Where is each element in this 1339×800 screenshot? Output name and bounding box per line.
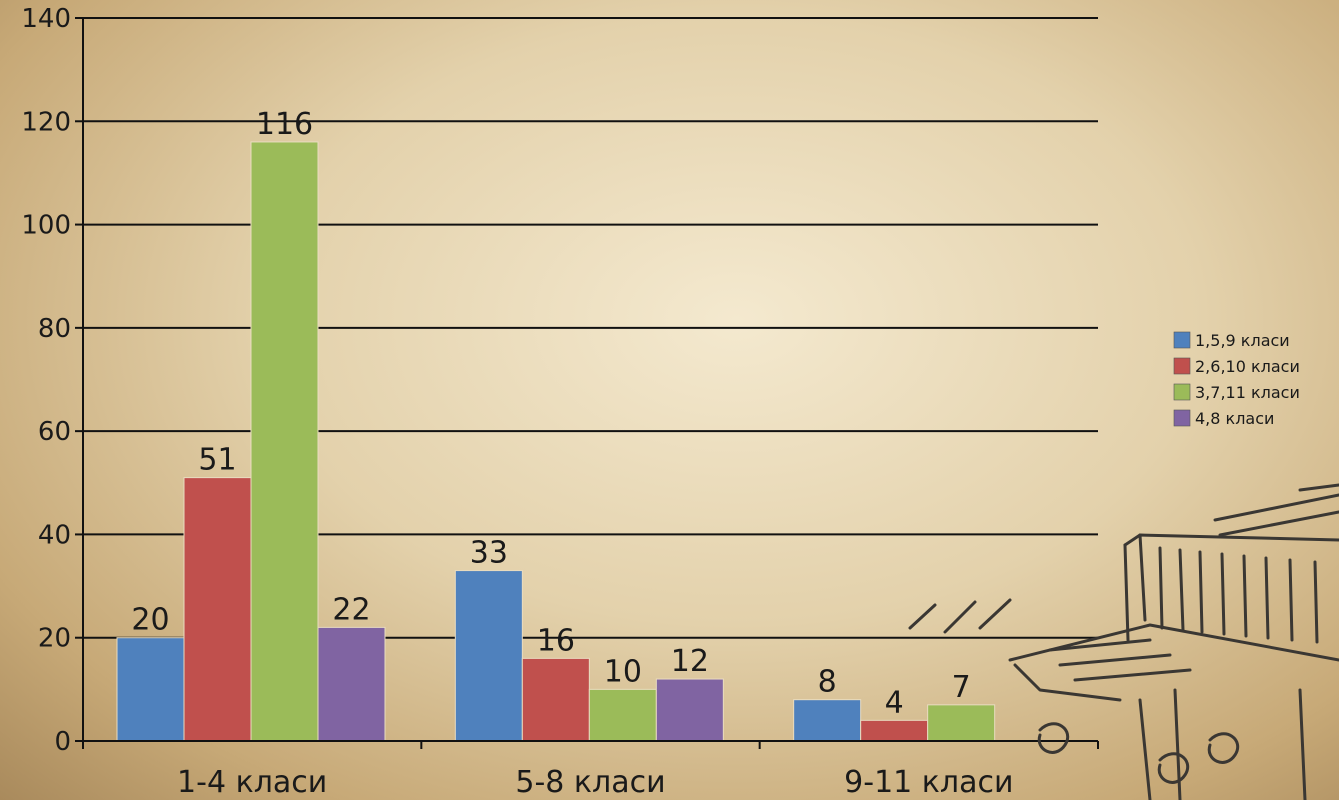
y-tick-label: 40 <box>38 520 71 550</box>
bar <box>250 141 319 742</box>
legend-label: 1,5,9 класи <box>1195 331 1290 350</box>
legend-label: 3,7,11 класи <box>1195 383 1300 402</box>
x-tick-label: 5-8 класи <box>515 765 665 800</box>
y-tick-label: 0 <box>54 727 71 757</box>
y-tick-label: 100 <box>21 211 71 241</box>
y-tick-label: 60 <box>38 417 71 447</box>
y-tick-label: 20 <box>38 624 71 654</box>
data-label: 33 <box>470 536 508 571</box>
data-label: 116 <box>256 107 313 142</box>
bar <box>521 657 590 742</box>
legend-swatch <box>1173 383 1191 401</box>
bars <box>116 141 996 742</box>
legend: 1,5,9 класи 2,6,10 класи 3,7,11 класи 4,8 к… <box>1173 331 1300 428</box>
legend-swatch <box>1173 409 1191 427</box>
data-label: 16 <box>537 623 575 658</box>
legend-swatch <box>1173 357 1191 375</box>
bar <box>860 719 929 742</box>
bar <box>454 570 523 742</box>
bar <box>927 704 996 742</box>
legend-label: 2,6,10 класи <box>1195 357 1300 376</box>
bar <box>183 477 252 742</box>
data-label: 8 <box>818 665 837 700</box>
sketch-illustration <box>908 483 1339 800</box>
bar <box>317 626 386 742</box>
y-tick-label: 80 <box>38 314 71 344</box>
legend-label: 4,8 класи <box>1195 409 1274 428</box>
bar <box>588 688 657 742</box>
y-tick-label: 140 <box>21 4 71 34</box>
legend-swatch <box>1173 331 1191 349</box>
y-tick-label: 120 <box>21 107 71 137</box>
x-tick-label: 1-4 класи <box>177 765 327 800</box>
data-label: 20 <box>131 603 169 638</box>
bar <box>116 637 185 742</box>
data-label: 22 <box>332 592 370 627</box>
x-axis: 1-4 класи 5-8 класи 9-11 класи <box>82 740 1099 800</box>
data-labels: 20 33 8 51 16 4 116 10 7 22 12 <box>131 107 970 720</box>
data-label: 4 <box>885 685 904 720</box>
data-label: 7 <box>952 670 971 705</box>
data-label: 51 <box>198 443 236 478</box>
y-axis: 0 20 40 60 80 100 120 140 <box>21 4 84 757</box>
data-label: 12 <box>671 644 709 679</box>
data-label: 10 <box>604 654 642 689</box>
x-tick-label: 9-11 класи <box>844 765 1013 800</box>
bar <box>655 678 724 742</box>
bar <box>793 699 862 742</box>
